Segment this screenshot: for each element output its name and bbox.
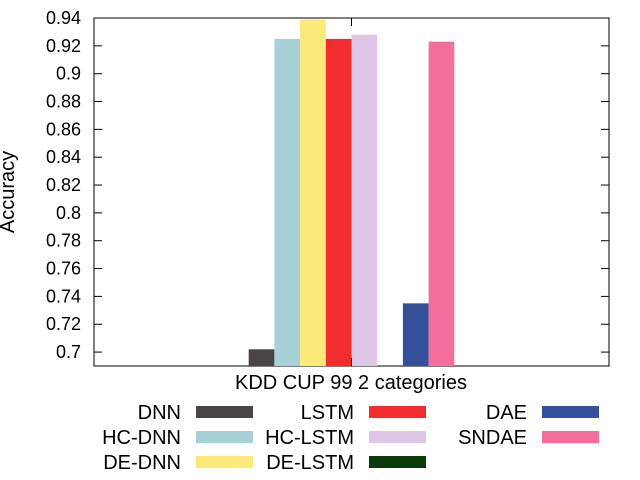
legend-swatch-de-lstm	[369, 456, 426, 468]
y-tick-label: 0.9	[56, 64, 81, 84]
y-tick-label: 0.72	[46, 314, 81, 334]
y-tick-label: 0.7	[56, 342, 81, 362]
legend-label-de-dnn: DE-DNN	[103, 452, 181, 474]
legend-swatch-dae	[542, 406, 599, 418]
bar-de-dnn	[300, 19, 326, 367]
legend-swatch-hc-dnn	[196, 431, 253, 443]
y-tick-label: 0.86	[46, 119, 81, 139]
legend-swatch-lstm	[369, 406, 426, 418]
legend-swatch-sndae	[542, 431, 599, 443]
y-tick-label: 0.78	[46, 231, 81, 251]
legend-swatch-dnn	[196, 406, 253, 418]
legend-swatch-de-dnn	[196, 456, 253, 468]
legend-label-sndae: SNDAE	[458, 427, 527, 449]
y-tick-label: 0.92	[46, 36, 81, 56]
y-tick-label: 0.74	[46, 286, 81, 306]
bar-dnn	[248, 349, 275, 366]
bar-lstm	[325, 38, 352, 366]
legend-swatch-hc-lstm	[369, 431, 426, 443]
legend-label-lstm: LSTM	[301, 402, 354, 424]
bar-hc-lstm	[351, 34, 378, 366]
y-tick-label: 0.94	[46, 8, 81, 28]
y-axis-label: Accuracy	[0, 151, 19, 233]
y-tick-label: 0.82	[46, 175, 81, 195]
y-tick-label: 0.8	[56, 203, 81, 223]
bars	[248, 18, 455, 367]
bar-hc-dnn	[274, 38, 301, 366]
legend-label-de-lstm: DE-LSTM	[266, 452, 354, 474]
x-category-label: KDD CUP 99 2 categories	[235, 372, 467, 394]
y-tick-label: 0.88	[46, 92, 81, 112]
y-tick-label: 0.76	[46, 259, 81, 279]
legend-label-hc-lstm: HC-LSTM	[265, 427, 354, 449]
legend-label-dnn: DNN	[138, 402, 181, 424]
bar-sndae	[428, 41, 455, 366]
y-axis: 0.7 0.72 0.74 0.76 0.78 0.8 0.82 0.84 0.86 0.88 0.…	[46, 8, 609, 362]
legend-label-dae: DAE	[486, 402, 527, 424]
bar-dae	[402, 303, 429, 366]
legend: DNN HC-DNN DE-DNN LSTM HC-LSTM DE-LSTM DAE SNDA…	[102, 402, 599, 474]
y-tick-label: 0.84	[46, 147, 81, 167]
legend-label-hc-dnn: HC-DNN	[102, 427, 181, 449]
